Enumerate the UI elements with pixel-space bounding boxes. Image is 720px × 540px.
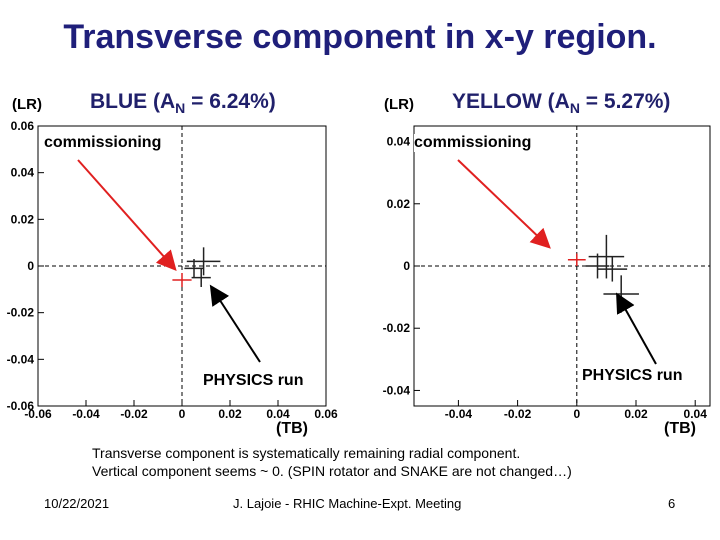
blue-x-ticks: -0.06 -0.04 -0.02 0 0.02 0.04 0.06 bbox=[24, 400, 338, 420]
yellow-label-pre: YELLOW (A bbox=[452, 90, 570, 113]
right-lr-label: (LR) bbox=[384, 96, 414, 113]
y-tick-label: 0.02 bbox=[11, 212, 35, 226]
y-tick-label: 0.06 bbox=[11, 119, 35, 133]
x-tick-label: 0 bbox=[179, 407, 186, 420]
blue-xy-plot: 0.060.040.020-0.02-0.04-0.06 -0.06 -0.04-… bbox=[7, 119, 338, 420]
x-tick-label: 0 bbox=[573, 407, 580, 420]
y-tick-label: -0.04 bbox=[383, 383, 411, 397]
blue-commissioning-arrow bbox=[77, 159, 177, 271]
slide-title: Transverse component in x-y region. bbox=[63, 18, 657, 56]
blue-points bbox=[172, 247, 221, 287]
y-tick-label: 0.02 bbox=[387, 197, 411, 211]
x-tick-label: 0.04 bbox=[684, 407, 708, 420]
yellow-y-ticks: 0.04 0.02 0 -0.02 -0.04 bbox=[383, 135, 420, 397]
y-tick-label: 0 bbox=[27, 259, 34, 273]
x-tick-label: -0.02 bbox=[120, 407, 148, 420]
footer-page-number: 6 bbox=[668, 496, 676, 511]
yellow-beam-label: YELLOW (AN = 5.27%) bbox=[452, 90, 670, 116]
blue-physics-arrow bbox=[209, 284, 261, 363]
x-tick-label: 0.06 bbox=[314, 407, 338, 420]
x-tick-label: 0.02 bbox=[218, 407, 242, 420]
yellow-physics-arrow bbox=[616, 292, 657, 365]
yellow-physics-label: PHYSICS run bbox=[582, 367, 683, 385]
yellow-label-post: = 5.27%) bbox=[579, 90, 671, 113]
note-line-2: Vertical component seems ~ 0. (SPIN rota… bbox=[92, 463, 572, 479]
yellow-x-ticks: -0.04 -0.02 0 0.02 0.04 bbox=[445, 400, 707, 420]
footer-meeting: J. Lajoie - RHIC Machine-Expt. Meeting bbox=[233, 496, 462, 511]
blue-physics-label: PHYSICS run bbox=[203, 372, 304, 390]
x-tick-label: -0.04 bbox=[445, 407, 473, 420]
y-tick-label: -0.04 bbox=[7, 352, 35, 366]
blue-label-post: = 6.24%) bbox=[185, 90, 276, 113]
yellow-commissioning-arrow bbox=[457, 159, 551, 249]
y-tick-label: -0.02 bbox=[7, 306, 35, 320]
y-tick-label: 0 bbox=[403, 259, 410, 273]
blue-commissioning-label: commissioning bbox=[44, 134, 162, 152]
y-tick-label: -0.02 bbox=[383, 321, 411, 335]
y-tick-label: 0.04 bbox=[387, 135, 411, 149]
yellow-commissioning-label: commissioning bbox=[414, 134, 532, 152]
y-tick-label: 0.04 bbox=[11, 166, 35, 180]
x-tick-label: -0.04 bbox=[72, 407, 100, 420]
footer-date: 10/22/2021 bbox=[44, 496, 110, 511]
blue-label-pre: BLUE (A bbox=[90, 90, 176, 113]
blue-beam-label: BLUE (AN = 6.24%) bbox=[90, 90, 276, 116]
left-tb-label: (TB) bbox=[276, 420, 308, 437]
yellow-label-sub: N bbox=[569, 100, 580, 117]
y-tick-label: -0.06 bbox=[7, 399, 35, 413]
note-line-1: Transverse component is systematically r… bbox=[92, 445, 521, 461]
left-lr-label: (LR) bbox=[12, 96, 42, 113]
right-tb-label: (TB) bbox=[664, 420, 696, 437]
x-tick-label: 0.02 bbox=[624, 407, 648, 420]
x-tick-label: -0.06 bbox=[24, 407, 52, 420]
blue-label-sub: N bbox=[175, 100, 186, 117]
blue-y-ticks: 0.06 0.04 0.02 0 -0.02 -0.04 -0.06 bbox=[7, 119, 44, 413]
yellow-xy-plot: 0.04 0.02 0 -0.02 -0.04 -0.04 -0.02 0 0.02 0.04 bbox=[383, 125, 711, 420]
x-tick-label: -0.02 bbox=[504, 407, 532, 420]
x-tick-label: 0.04 bbox=[266, 407, 290, 420]
